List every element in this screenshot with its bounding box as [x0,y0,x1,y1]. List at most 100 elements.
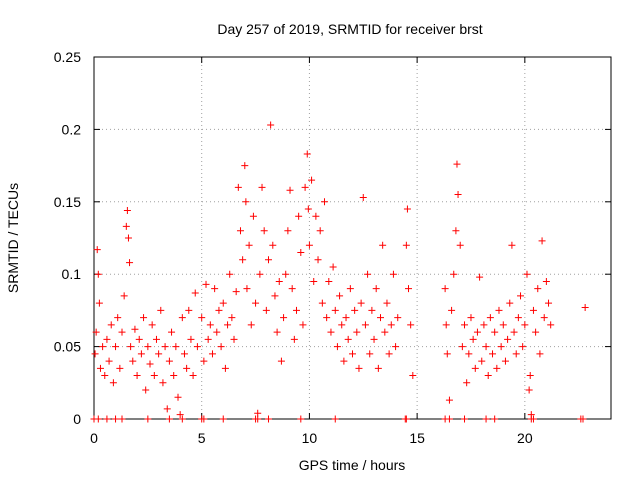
data-point [368,306,376,314]
data-point [103,335,111,343]
data-point [200,357,208,365]
data-point [484,372,492,380]
y-tick-label: 0.1 [62,266,82,282]
data-point [355,364,363,372]
data-point [327,328,335,336]
data-point [471,364,479,372]
data-point [536,350,544,358]
data-point [260,227,268,235]
data-point [137,350,145,358]
data-point [316,227,324,235]
data-point [258,183,266,191]
data-point [407,321,415,329]
data-point [135,335,143,343]
zero-level-point [491,415,499,423]
data-point [497,343,505,351]
data-point [308,176,316,184]
data-point [349,350,356,358]
data-point [236,227,244,235]
zero-level-point [103,415,111,423]
data-point [359,193,367,201]
data-point [230,335,238,343]
data-point [131,325,139,333]
data-point [454,191,462,199]
data-point [323,314,331,322]
data-point [532,328,540,336]
data-point [252,299,260,307]
y-tick-label: 0.05 [54,339,81,355]
data-point [157,306,165,314]
data-point [540,314,548,322]
x-tick-label: 20 [517,430,533,446]
data-point [364,270,372,278]
axis-ticks: 0 0.05 0.1 0.15 0.2 0.25 0 5 10 15 20 [54,49,611,446]
zero-level-point [297,415,305,423]
data-point [264,256,272,264]
data-point [499,321,507,329]
zero-level-point [445,415,453,423]
data-point [510,328,518,336]
data-point [165,357,173,365]
data-point [198,314,206,322]
data-point [94,270,102,278]
data-point [331,306,339,314]
data-point [486,314,494,322]
data-point [183,364,191,372]
data-point [228,314,236,322]
data-point [442,321,450,329]
y-tick-label: 0.25 [54,49,81,65]
zero-level-point [118,415,126,423]
data-point [534,285,542,293]
data-point [148,321,156,329]
data-point [226,270,234,278]
data-point [387,321,395,329]
data-point [299,321,307,329]
data-point [245,241,253,249]
data-point [320,198,328,206]
zero-level-point [529,415,537,423]
data-point [297,248,305,256]
data-point [271,292,279,300]
data-point [377,314,385,322]
data-point [336,292,344,300]
data-point [465,350,473,358]
data-point [211,285,219,293]
data-point [208,350,216,358]
data-point [112,343,120,351]
data-point [512,350,520,358]
data-point [392,343,400,351]
data-point [249,212,257,220]
data-point [519,343,527,351]
data-point [366,350,374,358]
data-point [493,364,501,372]
data-point [288,285,296,293]
x-tick-label: 5 [198,430,206,446]
data-point [161,343,169,351]
data-point [280,314,288,322]
data-point [114,314,122,322]
data-point [191,289,199,297]
data-point [385,350,393,358]
data-point [123,206,131,214]
data-point [357,299,365,307]
data-point [333,343,341,351]
data-point [383,299,391,307]
data-point [547,321,555,329]
data-point [155,350,163,358]
data-point [213,328,221,336]
data-point [461,321,469,329]
zero-level-point [254,415,262,423]
data-point [467,314,475,322]
data-point [325,277,333,285]
zero-level-point [178,415,186,423]
y-tick-label: 0 [73,411,81,427]
zero-level-point [331,415,339,423]
data-point [501,357,509,365]
data-point [473,328,481,336]
data-point [144,343,152,351]
data-point [193,343,201,351]
data-point [96,364,104,372]
data-point [353,328,361,336]
data-point [305,241,313,249]
data-point [116,364,124,372]
